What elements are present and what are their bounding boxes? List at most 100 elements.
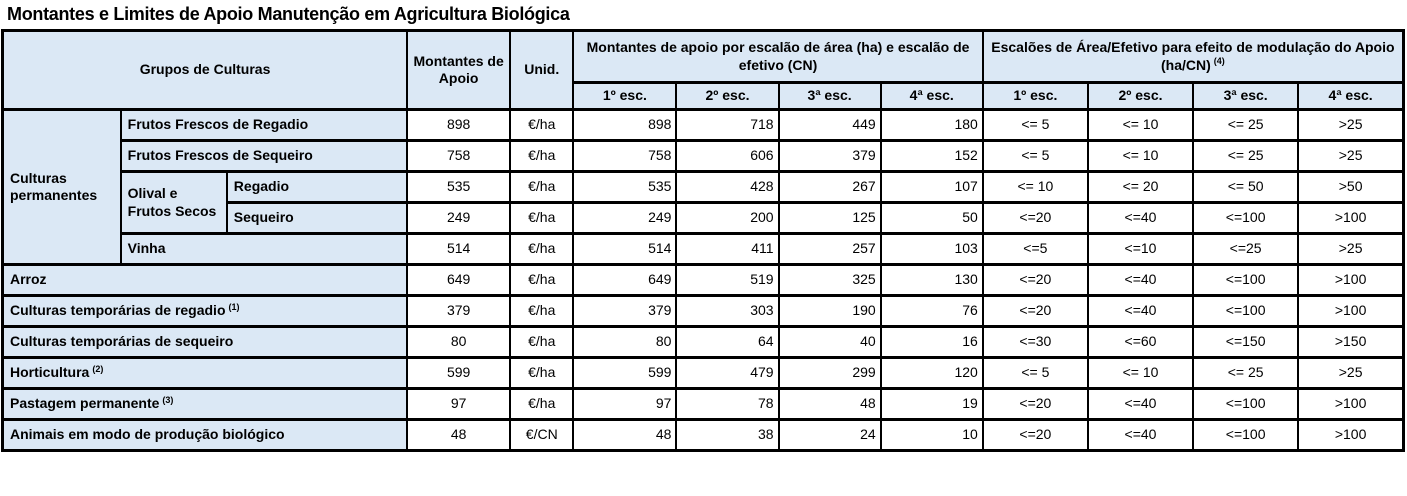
row-label-cell: Frutos Frescos de Sequeiro — [119, 139, 409, 173]
page-title: Montantes e Limites de Apoio Manutenção … — [7, 4, 570, 24]
header-mod-esc-2: 2º esc. — [1086, 81, 1195, 111]
cell-escalao-esc2: <= 20 — [1086, 170, 1195, 204]
cell-escalao-esc4: >150 — [1297, 325, 1405, 359]
cell-unid: €/ha — [509, 356, 575, 390]
cell-escalao-esc3: <= 25 — [1192, 139, 1300, 173]
cell-unid: €/ha — [509, 108, 575, 142]
row-label-cell: Frutos Frescos de Regadio — [119, 108, 409, 142]
cell-escalao-esc2: <= 10 — [1086, 356, 1195, 390]
cell-apoio-esc4: 76 — [879, 294, 984, 328]
cell-escalao-esc4: >25 — [1297, 356, 1405, 390]
table-row: Olival e Frutos Secos Regadio 535 €/ha 5… — [3, 170, 1405, 235]
cell-escalao-esc2: <=40 — [1086, 418, 1195, 452]
table-row: Pastagem permanente (3) 97 €/ha 97 78 48 … — [1, 387, 1405, 421]
cell-apoio-esc1: 249 — [572, 201, 678, 235]
cell-apoio-esc2: 78 — [675, 387, 780, 421]
support-amounts-table: Grupos de Culturas Montantes de Apoio Un… — [1, 29, 1405, 452]
row-label-cell: Animais em modo de produção biológico — [1, 418, 409, 452]
cell-escalao-esc3: <= 25 — [1192, 108, 1300, 142]
cell-apoio-esc2: 303 — [675, 294, 780, 328]
cell-escalao-esc4: >25 — [1297, 108, 1405, 142]
cell-apoio-esc3: 190 — [777, 294, 882, 328]
cell-montante: 97 — [406, 387, 512, 421]
cell-escalao-esc2: <= 10 — [1086, 108, 1195, 142]
cell-escalao-esc3: <= 25 — [1192, 356, 1300, 390]
cell-apoio-esc4: 107 — [879, 170, 984, 204]
table-row: Culturas temporárias de sequeiro 80 €/ha… — [1, 325, 1405, 359]
header-escaloes-modulacao-group: Escalões de Área/Efetivo para efeito de … — [981, 29, 1405, 84]
cell-montante: 898 — [406, 108, 512, 142]
row-label: Pastagem permanente — [10, 395, 160, 412]
cell-montante: 758 — [406, 139, 512, 173]
cell-escalao-esc2: <= 10 — [1086, 139, 1195, 173]
row-label: Culturas temporárias de regadio — [10, 302, 226, 319]
row-label-cell: Vinha — [119, 232, 409, 266]
cell-escalao-esc4: >50 — [1297, 170, 1405, 204]
cell-escalao-esc2: <=40 — [1086, 201, 1195, 235]
table-row: Animais em modo de produção biológico 48… — [1, 418, 1405, 452]
cell-escalao-esc2: <=40 — [1086, 263, 1195, 297]
cell-escalao-esc3: <=150 — [1192, 325, 1300, 359]
cell-escalao-esc1: <= 5 — [981, 356, 1089, 390]
cell-apoio-esc2: 479 — [675, 356, 780, 390]
cell-apoio-esc2: 64 — [675, 325, 780, 359]
cell-montante: 48 — [406, 418, 512, 452]
cell-apoio-esc1: 48 — [572, 418, 678, 452]
cell-apoio-esc4: 10 — [879, 418, 984, 452]
header-unid: Unid. — [509, 29, 575, 111]
table-row: Vinha 514 €/ha 514 411 257 103 <=5 <=10 … — [3, 232, 1405, 266]
cell-escalao-esc3: <=100 — [1192, 263, 1300, 297]
header-apoio-esc-1: 1º esc. — [572, 81, 678, 111]
cell-apoio-esc3: 325 — [777, 263, 882, 297]
cell-apoio-esc1: 649 — [572, 263, 678, 297]
cell-escalao-esc1: <=30 — [981, 325, 1089, 359]
table-row: Culturas temporárias de regadio (1) 379 €… — [1, 294, 1405, 328]
row-label-cell: Arroz — [1, 263, 409, 297]
cell-escalao-esc1: <= 10 — [981, 170, 1089, 204]
cell-unid: €/ha — [509, 387, 575, 421]
cell-unid: €/ha — [509, 139, 575, 173]
cell-unid: €/CN — [509, 418, 575, 452]
table-row: Frutos Frescos de Sequeiro 758 €/ha 758 … — [3, 139, 1405, 173]
cell-apoio-esc3: 299 — [777, 356, 882, 390]
header-apoio-esc-3: 3ª esc. — [777, 81, 882, 111]
cell-escalao-esc2: <=60 — [1086, 325, 1195, 359]
row-label: Horticultura — [10, 364, 90, 381]
cell-escalao-esc3: <=25 — [1192, 232, 1300, 266]
header-mod-esc-4: 4ª esc. — [1297, 81, 1405, 111]
header-grupos-de-culturas: Grupos de Culturas — [1, 29, 409, 111]
row-label-cell: Culturas temporárias de regadio (1) — [1, 294, 409, 328]
cell-apoio-esc3: 24 — [777, 418, 882, 452]
header-apoio-esc-4: 4ª esc. — [879, 81, 984, 111]
cell-apoio-esc3: 257 — [777, 232, 882, 266]
header-apoio-esc-2: 2º esc. — [675, 81, 780, 111]
cell-apoio-esc3: 449 — [777, 108, 882, 142]
cell-apoio-esc1: 599 — [572, 356, 678, 390]
cell-escalao-esc3: <=100 — [1192, 201, 1300, 235]
cell-montante: 535 — [406, 170, 512, 204]
cell-apoio-esc1: 898 — [572, 108, 678, 142]
cell-escalao-esc1: <=20 — [981, 418, 1089, 452]
cell-escalao-esc2: <=40 — [1086, 387, 1195, 421]
cell-unid: €/ha — [509, 294, 575, 328]
cell-escalao-esc1: <= 5 — [981, 108, 1089, 142]
cell-montante: 379 — [406, 294, 512, 328]
header-mod-esc-1: 1º esc. — [981, 81, 1089, 111]
cell-apoio-esc2: 718 — [675, 108, 780, 142]
cell-escalao-esc2: <=40 — [1086, 294, 1195, 328]
cell-escalao-esc1: <=20 — [981, 201, 1089, 235]
cell-apoio-esc3: 267 — [777, 170, 882, 204]
cell-unid: €/ha — [509, 263, 575, 297]
cell-apoio-esc3: 125 — [777, 201, 882, 235]
header-mod-esc-3: 3ª esc. — [1192, 81, 1300, 111]
group-label-cell: Culturas permanentes — [1, 108, 122, 266]
row-label-cell: Pastagem permanente (3) — [1, 387, 409, 421]
cell-apoio-esc3: 48 — [777, 387, 882, 421]
cell-montante: 649 — [406, 263, 512, 297]
cell-apoio-esc2: 200 — [675, 201, 780, 235]
header-escaloes-footnote: (4) — [1213, 55, 1225, 66]
cell-escalao-esc3: <= 50 — [1192, 170, 1300, 204]
row-label-cell: Regadio — [225, 170, 409, 204]
cell-escalao-esc4: >25 — [1297, 139, 1405, 173]
